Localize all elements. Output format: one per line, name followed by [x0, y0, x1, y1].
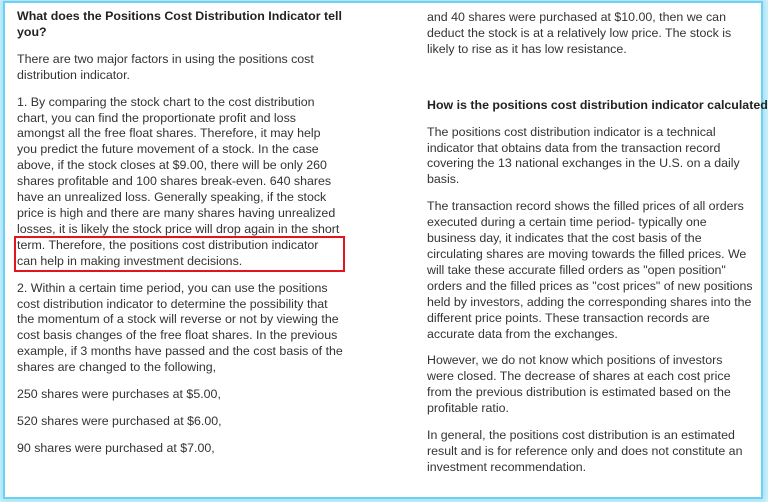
text-line: business day, it indicates that the cost… — [427, 231, 702, 246]
paragraph: The transaction record shows the filled … — [427, 199, 757, 342]
text-line: above, if the stock closes at $9.00, the… — [17, 158, 327, 173]
paragraph: and 40 shares were purchased at $10.00, … — [427, 10, 757, 58]
text-line: In general, the positions cost distribut… — [427, 428, 735, 443]
section-heading: How is the positions cost distribution i… — [427, 97, 768, 114]
paragraph: 520 shares were purchased at $6.00, — [17, 414, 357, 430]
text-line: The positions cost distribution indicato… — [427, 124, 716, 139]
text-line: 2. Within a certain time period, you can… — [17, 280, 328, 295]
text-line: can help in making investment decisions. — [17, 253, 243, 268]
text-line: orders and the filled prices as "cost pr… — [427, 278, 753, 293]
text-line: cost distribution indicator to determine… — [17, 296, 328, 311]
text-line: 1. By comparing the stock chart to the c… — [17, 94, 315, 109]
text-line: from the previous distribution is estima… — [427, 385, 731, 400]
text-line: different price points. These transactio… — [427, 310, 710, 325]
paragraph: In general, the positions cost distribut… — [427, 428, 757, 476]
text-line: distribution indicator. — [17, 67, 130, 82]
text-line: There are two major factors in using the… — [17, 51, 314, 66]
text-line: you predict the future movement of a sto… — [17, 142, 319, 157]
text-line: 250 shares were purchases at $5.00, — [17, 387, 221, 402]
text-line: price is high and there are many shares … — [17, 205, 336, 220]
text-line: indicator that obtains data from the tra… — [427, 140, 721, 155]
text-line: 90 shares were purchased at $7.00, — [17, 440, 215, 455]
paragraph: 1. By comparing the stock chart to the c… — [14, 94, 357, 272]
text-line: you? — [17, 24, 47, 39]
text-line: However, we do not know which positions … — [427, 353, 723, 368]
text-line: The transaction record shows the filled … — [427, 199, 744, 214]
document-frame: What does the Positions Cost Distributio… — [3, 1, 768, 499]
text-line: covering the 13 national exchanges in th… — [427, 156, 740, 171]
right-column: and 40 shares were purchased at $10.00, … — [427, 10, 768, 476]
text-line: profitable ratio. — [427, 401, 509, 416]
highlight-box: term. Therefore, the positions cost dist… — [14, 235, 345, 272]
text-line: accurate data from the exchanges. — [427, 326, 618, 341]
text-line: deduct the stock is at a relatively low … — [427, 25, 732, 40]
text-line: executed during a certain time period- t… — [427, 215, 707, 230]
text-line: How is the positions cost distribution i… — [427, 97, 768, 112]
text-line: the momentum of a stock will reverse or … — [17, 312, 339, 327]
text-line: chart, you can find the proportionate pr… — [17, 110, 296, 125]
text-line: basis. — [427, 172, 460, 187]
text-line: losses, it is likely the stock price wil… — [17, 221, 340, 236]
text-line: circulating shares are moving towards th… — [427, 246, 747, 261]
paragraph: 90 shares were purchased at $7.00, — [17, 441, 357, 457]
text-line: shares are changed to the following, — [17, 360, 217, 375]
text-line: term. Therefore, the positions cost dist… — [17, 237, 319, 252]
paragraph: There are two major factors in using the… — [17, 52, 357, 84]
left-column: What does the Positions Cost Distributio… — [14, 9, 357, 457]
section-heading: What does the Positions Cost Distributio… — [17, 9, 357, 41]
text-line: will take these accurate filled orders a… — [427, 262, 726, 277]
text-line: result and is for reference only and doe… — [427, 443, 743, 458]
paragraph: 2. Within a certain time period, you can… — [17, 281, 357, 376]
text-line: were closed. The decrease of shares at e… — [427, 369, 731, 384]
text-line: and 40 shares were purchased at $10.00, … — [427, 10, 726, 24]
text-line: shares profitable and 100 shares break-e… — [17, 174, 332, 189]
text-line: What does the Positions Cost Distributio… — [17, 9, 342, 23]
paragraph: 250 shares were purchases at $5.00, — [17, 387, 357, 403]
text-line: investment recommendation. — [427, 459, 587, 474]
text-line: held by investors, adding the correspond… — [427, 294, 752, 309]
paragraph: The positions cost distribution indicato… — [427, 125, 757, 189]
text-line: amongst all the free float shares. There… — [17, 126, 321, 141]
text-line: likely to rise as it has low resistance. — [427, 41, 627, 56]
paragraph: However, we do not know which positions … — [427, 353, 757, 417]
text-line: cost basis changes of the free float sha… — [17, 328, 338, 343]
text-line: 520 shares were purchased at $6.00, — [17, 413, 222, 428]
text-line: have an unrealized loss. Generally speak… — [17, 190, 327, 205]
text-line: example, if 3 months have passed and the… — [17, 344, 343, 359]
